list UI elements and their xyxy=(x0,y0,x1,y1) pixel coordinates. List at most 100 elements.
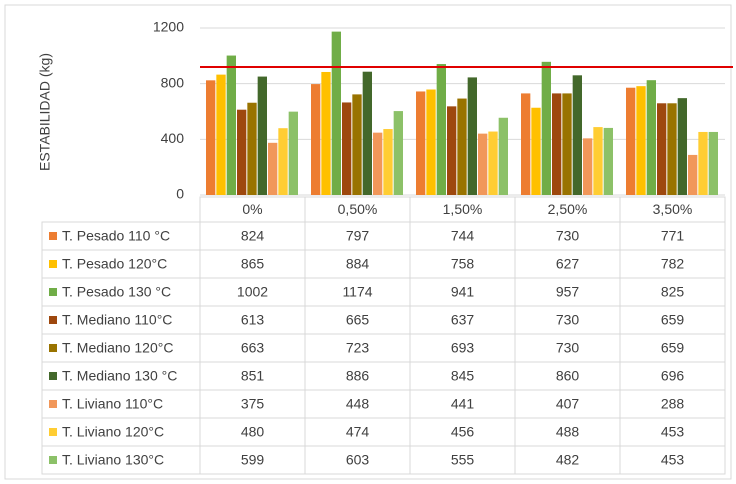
table-value: 886 xyxy=(346,368,370,384)
bar xyxy=(226,55,236,196)
bar xyxy=(688,154,698,195)
table-value: 730 xyxy=(556,312,580,328)
table-value: 456 xyxy=(451,424,475,440)
legend-label: T. Liviano 120°C xyxy=(62,424,164,440)
legend-label: T. Pesado 130 °C xyxy=(62,284,171,300)
table-value: 860 xyxy=(556,368,580,384)
table-value: 696 xyxy=(661,368,685,384)
legend-swatch xyxy=(49,428,57,436)
legend-label: T. Liviano 130°C xyxy=(62,452,164,468)
y-tick-label: 0 xyxy=(176,186,184,202)
bar xyxy=(488,131,498,195)
table-value: 613 xyxy=(241,312,265,328)
bar xyxy=(362,71,372,195)
bar xyxy=(677,98,687,195)
table-value: 825 xyxy=(661,284,685,300)
legend-label: T. Pesado 110 °C xyxy=(62,228,170,244)
bar xyxy=(478,133,488,195)
table-value: 957 xyxy=(556,284,580,300)
table-value: 782 xyxy=(661,256,685,272)
table-value: 555 xyxy=(451,452,475,468)
table-value: 480 xyxy=(241,424,265,440)
table-value: 941 xyxy=(451,284,475,300)
bar xyxy=(383,129,393,195)
bar xyxy=(416,91,426,195)
table-value: 659 xyxy=(661,340,685,356)
y-tick-label: 400 xyxy=(161,130,185,146)
table-value: 488 xyxy=(556,424,580,440)
bar xyxy=(626,87,636,195)
table-value: 730 xyxy=(556,228,580,244)
table-value: 603 xyxy=(346,452,370,468)
bar xyxy=(278,128,288,195)
table-value: 851 xyxy=(241,368,265,384)
legend-label: T. Mediano 130 °C xyxy=(62,368,177,384)
bar xyxy=(498,117,508,195)
bar xyxy=(321,71,331,195)
bar xyxy=(646,80,656,195)
bar xyxy=(447,106,457,195)
bar xyxy=(541,61,551,195)
bar xyxy=(373,132,383,195)
legend-swatch xyxy=(49,400,57,408)
table-value: 448 xyxy=(346,396,370,412)
y-tick-label: 1200 xyxy=(153,19,184,35)
table-value: 665 xyxy=(346,312,370,328)
bar xyxy=(603,127,613,195)
legend-label: T. Mediano 120°C xyxy=(62,340,173,356)
table-value: 884 xyxy=(346,256,370,272)
bar xyxy=(467,77,477,195)
y-tick-label: 800 xyxy=(161,74,185,90)
table-value: 1174 xyxy=(342,284,372,300)
bar xyxy=(436,64,446,196)
x-tick-label: 0,50% xyxy=(338,201,378,217)
legend-label: T. Mediano 110°C xyxy=(62,312,172,328)
chart-frame xyxy=(4,4,732,480)
table-value: 637 xyxy=(451,312,475,328)
table-value: 758 xyxy=(451,256,475,272)
bar xyxy=(667,103,677,195)
bar xyxy=(237,109,247,195)
bar xyxy=(657,103,667,195)
bar xyxy=(331,31,341,196)
legend-label: T. Pesado 120°C xyxy=(62,256,167,272)
bar xyxy=(426,89,436,195)
bar xyxy=(216,74,226,195)
bar xyxy=(247,102,257,195)
table-value: 627 xyxy=(556,256,580,272)
bar xyxy=(572,75,582,195)
y-axis-label: ESTABILIDAD (kg) xyxy=(37,53,53,171)
legend-swatch xyxy=(49,232,57,240)
table-value: 744 xyxy=(451,228,475,244)
legend-swatch xyxy=(49,344,57,352)
bar xyxy=(268,142,278,195)
table-value: 375 xyxy=(241,396,265,412)
table-value: 723 xyxy=(346,340,370,356)
x-tick-label: 0% xyxy=(242,201,262,217)
x-tick-label: 1,50% xyxy=(443,201,483,217)
bar xyxy=(257,76,267,195)
legend-swatch xyxy=(49,260,57,268)
bar xyxy=(552,93,562,195)
bar xyxy=(457,98,467,195)
table-value: 1002 xyxy=(237,284,268,300)
bar xyxy=(583,138,593,195)
table-cell xyxy=(619,445,726,475)
table-value: 441 xyxy=(451,396,475,412)
table-value: 453 xyxy=(661,452,685,468)
table-value: 845 xyxy=(451,368,475,384)
x-tick-label: 2,50% xyxy=(548,201,588,217)
x-tick-label: 3,50% xyxy=(653,201,693,217)
table-value: 482 xyxy=(556,452,580,468)
table-value: 824 xyxy=(241,228,265,244)
legend-swatch xyxy=(49,316,57,324)
legend-swatch xyxy=(49,288,57,296)
table-value: 797 xyxy=(346,228,370,244)
legend-swatch xyxy=(49,456,57,464)
bar xyxy=(521,93,531,195)
table-value: 659 xyxy=(661,312,685,328)
bar xyxy=(708,131,718,195)
table-value: 771 xyxy=(661,228,685,244)
table-value: 599 xyxy=(241,452,265,468)
